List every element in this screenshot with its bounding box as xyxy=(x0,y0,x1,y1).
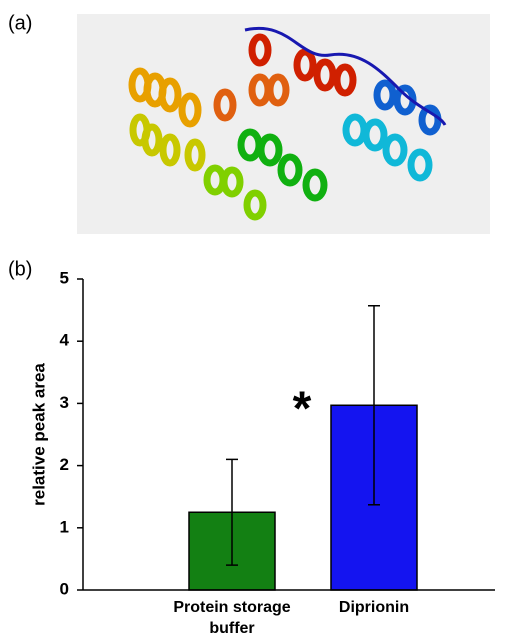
y-tick-label: 5 xyxy=(60,268,69,287)
annotation: * xyxy=(293,383,312,436)
x-tick-label: Protein storage buffer xyxy=(157,597,307,639)
x-tick-label: Diprionin xyxy=(289,597,459,618)
y-tick-label: 3 xyxy=(60,393,69,412)
y-tick-label: 2 xyxy=(60,455,69,474)
y-axis-label: relative peak area xyxy=(29,363,48,506)
protein-structure-image xyxy=(77,14,490,234)
figure: (a) (b) relative peak area 0 1 2 3 4 5 * Protei… xyxy=(0,0,517,641)
panel-label: (b) xyxy=(8,258,32,280)
y-tick-label: 0 xyxy=(60,579,69,598)
chart: (a) (b) relative peak area 0 1 2 3 4 5 * xyxy=(0,0,517,641)
panel-label: (a) xyxy=(8,12,32,34)
y-tick-label: 1 xyxy=(60,517,69,536)
y-tick-label: 4 xyxy=(60,331,70,350)
